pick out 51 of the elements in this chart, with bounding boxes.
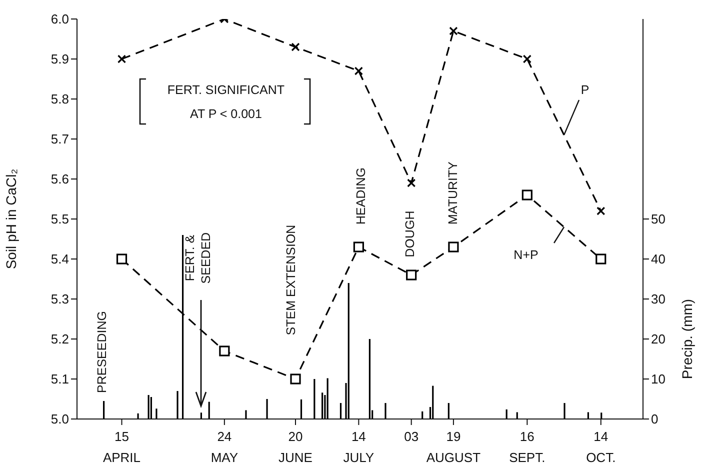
x-tick-label: 15 APRIL <box>102 429 141 465</box>
y-tick-label: 5.2 <box>50 332 69 347</box>
y-tick-label: 5.4 <box>50 252 69 267</box>
y-tick-label: 5.9 <box>50 52 69 67</box>
annotation: STEM EXTENSION <box>284 224 298 336</box>
x-tick-label: 03 <box>404 429 419 444</box>
point <box>219 346 230 356</box>
annotation: MATURITY <box>446 160 460 224</box>
y2-tick-label: 10 <box>651 372 666 387</box>
point <box>116 254 128 264</box>
text: N+P <box>514 248 538 262</box>
y2-axis-title: Precip. (mm) <box>679 298 695 380</box>
y-tick-label: 6.0 <box>50 12 69 27</box>
y2-tick-label: 30 <box>651 292 666 307</box>
y2-tick-label: 40 <box>651 252 666 267</box>
annotation: DOUGH <box>403 210 417 258</box>
point <box>449 26 458 36</box>
point <box>353 242 364 252</box>
annotation: FERT. & SEEDED <box>183 232 213 284</box>
y-tick-label: 5.5 <box>50 212 69 227</box>
annotation: HEADING <box>354 168 368 224</box>
y-tick-label: 5.8 <box>50 92 69 107</box>
point <box>596 206 606 216</box>
x-tick-label: 24 MAY <box>210 429 238 465</box>
x-tick-label: 14 OCT. <box>586 429 616 465</box>
y-tick-label: 5.1 <box>50 372 69 387</box>
x-tick-label: 19 AUGUST <box>426 429 481 465</box>
point <box>290 374 301 384</box>
text: P <box>580 83 590 97</box>
y-tick-label: 5.6 <box>50 172 69 187</box>
y2-tick-label: 20 <box>651 332 666 347</box>
y-tick-label: 5.7 <box>50 132 69 147</box>
point <box>522 190 532 200</box>
point <box>354 66 363 76</box>
x-tick-label: 14 JULY <box>343 429 374 465</box>
point <box>596 254 606 264</box>
point <box>291 42 300 52</box>
y2-tick-label: 0 <box>651 412 658 427</box>
y-axis-title: Soil pH in CaCl₂ <box>3 168 19 270</box>
annotation: FERT. SIGNIFICANT AT P < 0.001 <box>167 83 285 121</box>
point <box>522 54 532 64</box>
point <box>407 178 416 188</box>
point <box>117 54 126 64</box>
y-tick-label: 5.3 <box>50 292 69 307</box>
y2-tick-label: 50 <box>651 212 666 227</box>
y-tick-label: 5.0 <box>50 412 69 427</box>
x-tick-label: 20 JUNE <box>278 429 313 465</box>
point <box>448 242 459 252</box>
point <box>406 270 417 280</box>
x-tick-label: 16 SEPT. <box>509 429 546 465</box>
annotation: PRESEEDING <box>95 311 109 393</box>
